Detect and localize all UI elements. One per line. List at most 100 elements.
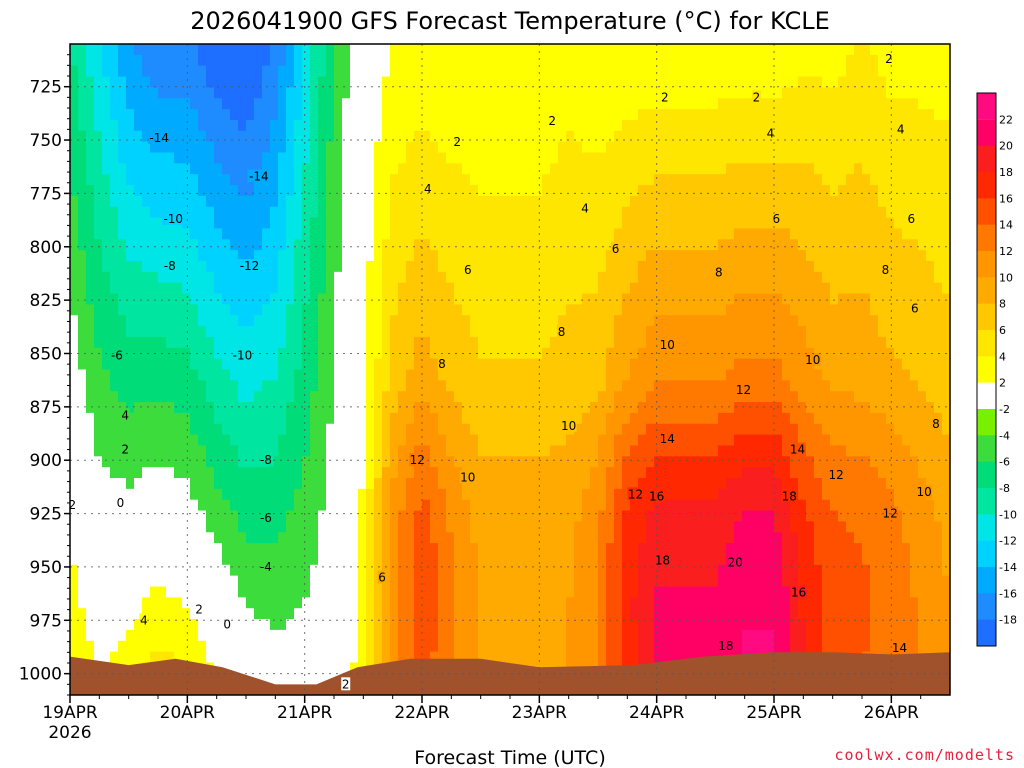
temperature-cell — [462, 510, 471, 522]
temperature-cell — [310, 499, 319, 512]
temperature-cell — [566, 358, 575, 371]
temperature-cell — [246, 488, 255, 501]
temperature-cell — [646, 640, 655, 653]
temperature-cell — [486, 629, 495, 642]
temperature-cell — [70, 228, 79, 240]
temperature-cell — [582, 358, 591, 371]
temperature-cell — [478, 76, 487, 88]
temperature-cell — [422, 261, 431, 273]
temperature-cell — [310, 195, 319, 208]
temperature-cell — [406, 304, 415, 316]
temperature-cell — [406, 282, 415, 295]
temperature-cell — [598, 185, 607, 197]
temperature-cell — [198, 640, 207, 653]
temperature-cell — [94, 608, 103, 620]
temperature-cell — [350, 54, 359, 67]
temperature-cell — [662, 141, 671, 154]
temperature-cell — [542, 358, 551, 371]
temperature-cell — [478, 44, 487, 56]
temperature-cell — [70, 532, 79, 544]
temperature-cell — [702, 250, 711, 262]
temperature-cell — [270, 564, 279, 577]
temperature-cell — [78, 521, 87, 533]
temperature-cell — [414, 76, 423, 88]
temperature-cell — [110, 109, 119, 121]
temperature-cell — [166, 358, 175, 371]
temperature-cell — [646, 510, 655, 522]
temperature-cell — [622, 358, 631, 371]
temperature-cell — [670, 478, 679, 490]
temperature-cell — [446, 98, 455, 110]
temperature-cell — [262, 119, 271, 132]
temperature-cell — [150, 174, 159, 186]
temperature-cell — [342, 380, 351, 392]
temperature-cell — [102, 532, 111, 544]
temperature-cell — [374, 185, 383, 197]
temperature-cell — [678, 521, 687, 533]
temperature-cell — [542, 282, 551, 295]
temperature-cell — [326, 174, 335, 186]
temperature-cell — [358, 402, 367, 414]
temperature-cell — [494, 87, 503, 99]
temperature-cell — [150, 250, 159, 262]
temperature-cell — [406, 380, 415, 392]
temperature-cell — [430, 250, 439, 262]
temperature-cell — [462, 575, 471, 588]
temperature-cell — [182, 174, 191, 186]
temperature-cell — [710, 575, 719, 588]
temperature-cell — [222, 185, 231, 197]
temperature-cell — [294, 76, 303, 88]
temperature-cell — [678, 304, 687, 316]
temperature-cell — [494, 608, 503, 620]
temperature-cell — [206, 499, 215, 512]
temperature-cell — [382, 54, 391, 67]
temperature-cell — [334, 282, 343, 295]
temperature-cell — [262, 326, 271, 338]
temperature-cell — [454, 445, 463, 457]
temperature-cell — [614, 109, 623, 121]
temperature-cell — [558, 304, 567, 316]
temperature-cell — [182, 445, 191, 457]
temperature-cell — [454, 521, 463, 533]
temperature-cell — [406, 478, 415, 490]
temperature-cell — [302, 597, 311, 609]
temperature-cell — [246, 239, 255, 251]
temperature-cell — [422, 239, 431, 251]
temperature-cell — [734, 174, 743, 186]
temperature-cell — [454, 304, 463, 316]
temperature-cell — [254, 662, 263, 674]
temperature-cell — [582, 434, 591, 447]
temperature-cell — [94, 456, 103, 468]
temperature-cell — [414, 467, 423, 479]
temperature-cell — [406, 619, 415, 631]
temperature-cell — [478, 358, 487, 371]
temperature-cell — [702, 195, 711, 208]
temperature-cell — [262, 163, 271, 175]
temperature-cell — [566, 445, 575, 457]
temperature-cell — [222, 347, 231, 360]
temperature-cell — [534, 434, 543, 447]
temperature-cell — [286, 141, 295, 154]
temperature-cell — [270, 673, 279, 685]
temperature-cell — [382, 87, 391, 99]
temperature-cell — [614, 347, 623, 360]
temperature-cell — [646, 282, 655, 295]
temperature-cell — [494, 54, 503, 67]
temperature-cell — [638, 445, 647, 457]
temperature-cell — [342, 575, 351, 588]
temperature-cell — [318, 456, 327, 468]
temperature-cell — [422, 271, 431, 284]
temperature-cell — [366, 261, 375, 273]
temperature-cell — [174, 358, 183, 371]
temperature-cell — [326, 488, 335, 501]
temperature-cell — [654, 532, 663, 544]
temperature-cell — [326, 380, 335, 392]
temperature-cell — [150, 228, 159, 240]
temperature-cell — [270, 87, 279, 99]
temperature-cell — [286, 597, 295, 609]
temperature-cell — [190, 98, 199, 110]
temperature-cell — [214, 336, 223, 349]
temperature-cell — [430, 586, 439, 598]
temperature-cell — [702, 228, 711, 240]
temperature-cell — [158, 98, 167, 110]
